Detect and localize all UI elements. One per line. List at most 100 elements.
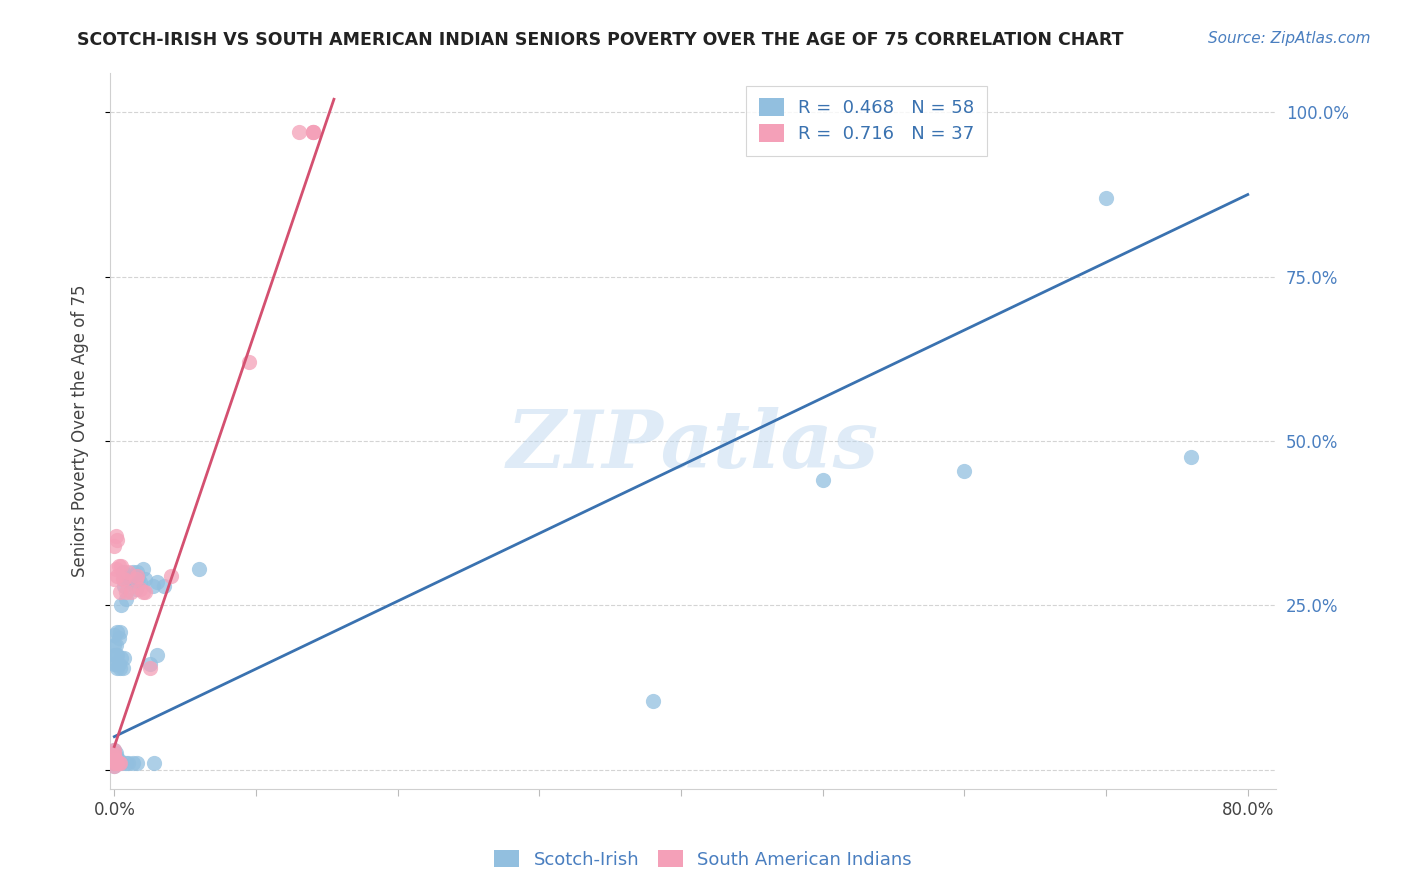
- Point: [103, 759, 125, 773]
- Point: [117, 566, 139, 580]
- Point: [105, 533, 128, 547]
- Point: [811, 474, 834, 488]
- Point: [146, 648, 169, 662]
- Point: [114, 572, 136, 586]
- Point: [104, 749, 127, 764]
- Point: [124, 572, 146, 586]
- Point: [121, 566, 143, 580]
- Point: [146, 575, 169, 590]
- Point: [120, 585, 142, 599]
- Point: [105, 753, 128, 767]
- Point: [134, 572, 156, 586]
- Point: [110, 650, 132, 665]
- Point: [105, 568, 128, 582]
- Point: [111, 572, 134, 586]
- Point: [103, 572, 125, 586]
- Point: [104, 657, 127, 672]
- Point: [104, 753, 127, 767]
- Point: [103, 648, 125, 662]
- Point: [112, 650, 135, 665]
- Point: [953, 463, 976, 477]
- Point: [188, 562, 211, 576]
- Point: [139, 657, 162, 672]
- Point: [108, 585, 131, 599]
- Point: [118, 575, 141, 590]
- Point: [124, 582, 146, 596]
- Y-axis label: Seniors Poverty Over the Age of 75: Seniors Poverty Over the Age of 75: [72, 285, 89, 577]
- Point: [131, 585, 153, 599]
- Point: [125, 756, 148, 770]
- Legend: Scotch-Irish, South American Indians: Scotch-Irish, South American Indians: [486, 843, 920, 876]
- Point: [105, 756, 128, 770]
- Point: [103, 746, 125, 760]
- Point: [1095, 191, 1118, 205]
- Point: [103, 746, 125, 760]
- Point: [143, 756, 166, 770]
- Point: [104, 562, 127, 576]
- Text: SCOTCH-IRISH VS SOUTH AMERICAN INDIAN SENIORS POVERTY OVER THE AGE OF 75 CORRELA: SCOTCH-IRISH VS SOUTH AMERICAN INDIAN SE…: [77, 31, 1123, 49]
- Point: [114, 591, 136, 606]
- Point: [108, 756, 131, 770]
- Point: [117, 568, 139, 582]
- Point: [301, 125, 323, 139]
- Text: Source: ZipAtlas.com: Source: ZipAtlas.com: [1208, 31, 1371, 46]
- Point: [114, 756, 136, 770]
- Point: [114, 585, 136, 599]
- Point: [103, 657, 125, 672]
- Point: [110, 599, 132, 613]
- Point: [238, 355, 260, 369]
- Point: [108, 624, 131, 639]
- Point: [1180, 450, 1202, 465]
- Point: [107, 558, 129, 573]
- Point: [127, 572, 149, 586]
- Point: [103, 756, 125, 770]
- Point: [112, 572, 135, 586]
- Point: [107, 753, 129, 767]
- Point: [153, 578, 176, 592]
- Point: [105, 660, 128, 674]
- Point: [125, 566, 148, 580]
- Point: [103, 743, 125, 757]
- Text: ZIPatlas: ZIPatlas: [508, 407, 879, 484]
- Point: [105, 648, 128, 662]
- Point: [112, 578, 135, 592]
- Point: [103, 539, 125, 553]
- Point: [104, 753, 127, 767]
- Point: [103, 628, 125, 642]
- Point: [107, 657, 129, 672]
- Point: [139, 660, 162, 674]
- Point: [111, 566, 134, 580]
- Point: [103, 749, 125, 764]
- Point: [111, 660, 134, 674]
- Point: [103, 759, 125, 773]
- Point: [107, 756, 129, 770]
- Point: [103, 743, 125, 757]
- Point: [103, 638, 125, 652]
- Point: [108, 660, 131, 674]
- Point: [103, 753, 125, 767]
- Point: [117, 756, 139, 770]
- Point: [104, 746, 127, 760]
- Point: [125, 568, 148, 582]
- Point: [103, 756, 125, 770]
- Point: [105, 624, 128, 639]
- Point: [121, 756, 143, 770]
- Point: [301, 125, 323, 139]
- Point: [103, 753, 125, 767]
- Point: [110, 558, 132, 573]
- Point: [131, 562, 153, 576]
- Point: [128, 582, 150, 596]
- Point: [103, 749, 125, 764]
- Point: [104, 756, 127, 770]
- Point: [107, 756, 129, 770]
- Point: [104, 756, 127, 770]
- Point: [128, 575, 150, 590]
- Point: [301, 125, 323, 139]
- Point: [104, 638, 127, 652]
- Legend: R =  0.468   N = 58, R =  0.716   N = 37: R = 0.468 N = 58, R = 0.716 N = 37: [747, 86, 987, 156]
- Point: [134, 585, 156, 599]
- Point: [160, 568, 183, 582]
- Point: [104, 648, 127, 662]
- Point: [110, 756, 132, 770]
- Point: [107, 631, 129, 645]
